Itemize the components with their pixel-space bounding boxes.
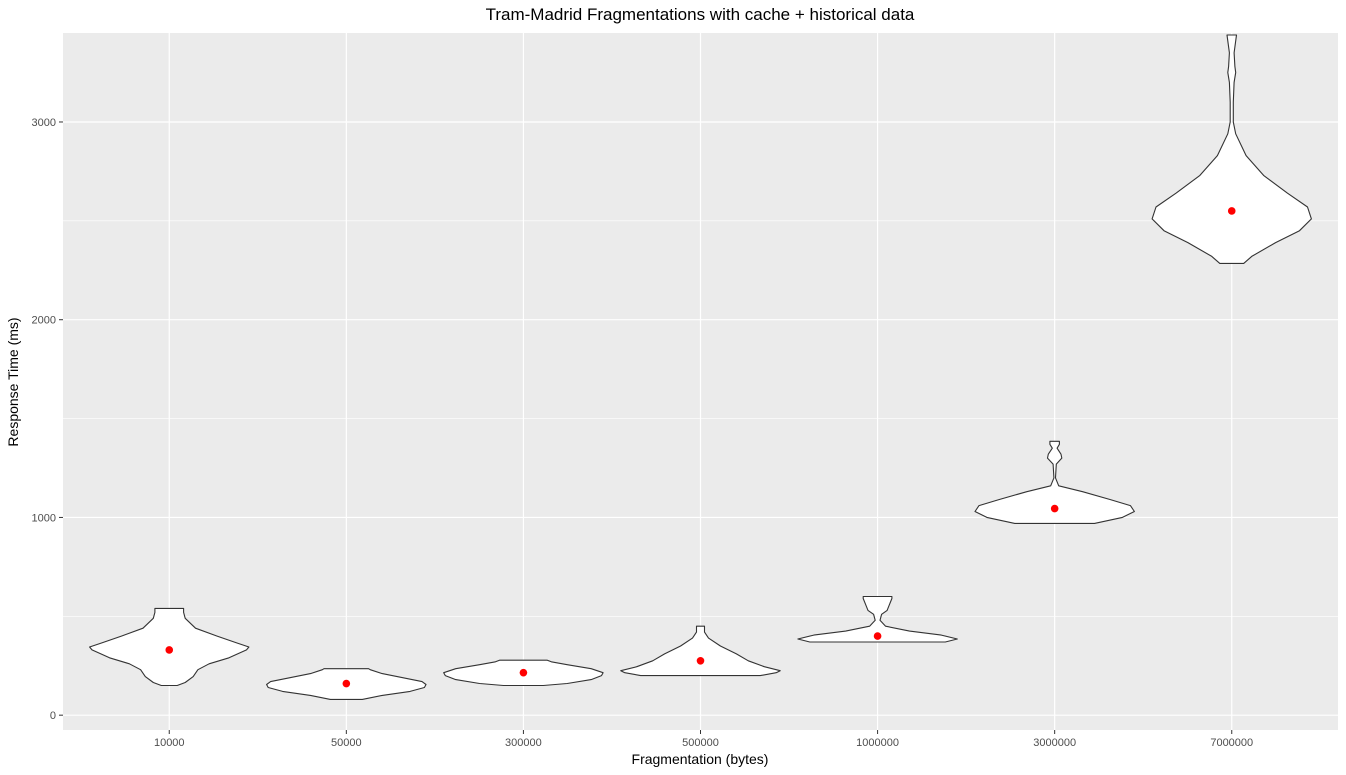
mean-points <box>165 207 1236 688</box>
mean-point-7000000 <box>1227 207 1236 215</box>
violin-1000000 <box>797 595 958 643</box>
x-tick-label: 500000 <box>682 737 719 749</box>
mean-point-500000 <box>696 656 705 665</box>
violins <box>89 34 1312 700</box>
x-tick-label: 7000000 <box>1210 737 1253 749</box>
y-tick-label: 1000 <box>32 512 56 524</box>
chart-title: Tram-Madrid Fragmentations with cache + … <box>486 5 915 24</box>
x-tick-label: 50000 <box>331 737 362 749</box>
mean-point-1000000 <box>873 632 882 640</box>
x-tick-label: 10000 <box>154 737 185 749</box>
y-axis-title: Response Time (ms) <box>5 317 21 446</box>
x-axis: 10000 50000 300000 500000 1000000 3000000 7000… <box>154 730 1253 749</box>
y-tick-label: 0 <box>50 710 56 722</box>
grid-lines <box>63 33 1338 730</box>
x-axis-title: Fragmentation (bytes) <box>632 751 769 767</box>
mean-point-50000 <box>342 679 351 688</box>
violin-3000000 <box>974 440 1135 524</box>
x-tick-label: 1000000 <box>856 737 899 749</box>
mean-point-10000 <box>165 646 174 654</box>
x-tick-label: 300000 <box>505 737 542 749</box>
violin-500000 <box>620 625 781 677</box>
mean-point-300000 <box>519 668 528 677</box>
violin-7000000 <box>1151 34 1312 264</box>
x-tick-label: 3000000 <box>1033 737 1076 749</box>
mean-point-3000000 <box>1050 504 1059 513</box>
y-tick-label: 3000 <box>32 117 56 129</box>
y-tick-label: 2000 <box>32 315 56 327</box>
y-axis: 0 1000 2000 3000 <box>32 117 63 722</box>
